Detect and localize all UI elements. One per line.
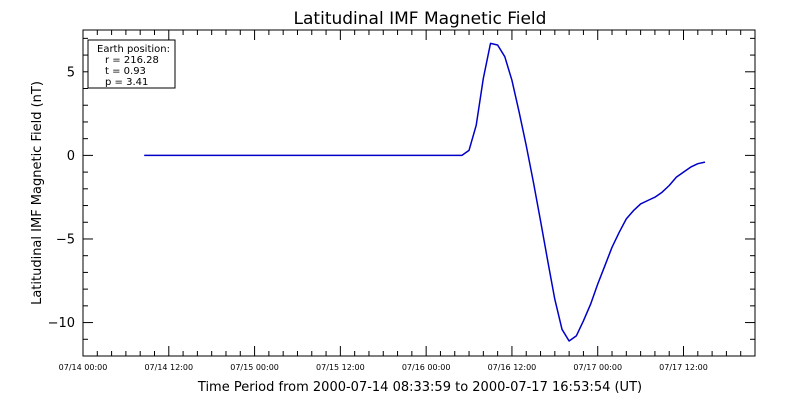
x-tick-label: 07/16 00:00: [402, 363, 451, 372]
y-tick-label: −5: [56, 232, 75, 247]
y-axis-label: Latitudinal IMF Magnetic Field (nT): [30, 81, 45, 305]
x-tick-label: 07/17 12:00: [659, 363, 708, 372]
y-tick-label: −10: [48, 316, 75, 331]
x-tick-label: 07/15 12:00: [316, 363, 365, 372]
series-layer: [144, 42, 706, 342]
chart-title: Latitudinal IMF Magnetic Field: [294, 9, 547, 29]
x-axis-label: Time Period from 2000-07-14 08:33:59 to …: [197, 380, 642, 395]
x-tick-label: 07/14 00:00: [59, 363, 108, 372]
x-tick-label: 07/17 00:00: [573, 363, 622, 372]
plot-area-border: [82, 29, 756, 357]
series-line-0: [144, 42, 706, 342]
plot-frame: [82, 29, 756, 357]
y-tick-label: 5: [67, 65, 75, 80]
x-tick-label: 07/16 12:00: [488, 363, 537, 372]
x-tick-label: 07/15 00:00: [230, 363, 279, 372]
x-tick-label: 07/14 12:00: [144, 363, 193, 372]
legend-box: [87, 39, 176, 89]
legend-line-2: t = 0.93: [105, 66, 146, 77]
legend: Earth position: r = 216.28 t = 0.93 p = …: [87, 39, 176, 89]
y-tick-label: 0: [67, 149, 75, 164]
x-axis: 07/14 00:00 07/14 12:00 07/15 00:00 07/15 1…: [59, 30, 756, 372]
legend-line-1: r = 216.28: [105, 55, 159, 66]
legend-line-0: Earth position:: [97, 44, 170, 55]
legend-line-3: p = 3.41: [105, 77, 148, 88]
